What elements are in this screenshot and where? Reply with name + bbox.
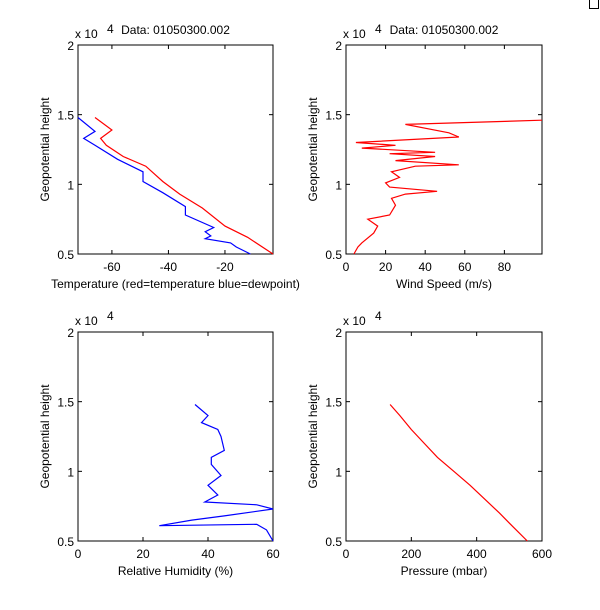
y-axis-label: Geopotential height: [38, 97, 52, 202]
y-tick-label: 1.5: [57, 396, 74, 410]
y-exponent: x 10: [343, 27, 366, 41]
y-tick-label: 1: [335, 465, 342, 479]
x-tick-label: -40: [160, 260, 178, 274]
x-tick-label: 0: [343, 260, 350, 274]
y-exponent-power: 4: [107, 22, 114, 36]
y-exponent-power: 4: [375, 22, 382, 36]
x-axis-label: Wind Speed (m/s): [396, 277, 492, 291]
x-tick-label: 40: [201, 547, 215, 561]
x-tick-label: 20: [379, 260, 393, 274]
y-exponent: x 10: [75, 27, 98, 41]
x-tick-label: 20: [136, 547, 150, 561]
y-tick-label: 1: [67, 465, 74, 479]
y-tick-label: 0.5: [57, 248, 74, 262]
y-tick-label: 1: [335, 178, 342, 192]
window-corner-icon[interactable]: [589, 0, 599, 9]
y-tick-label: 1.5: [57, 109, 74, 123]
y-tick-label: 0.5: [57, 535, 74, 549]
plot-area: [345, 44, 543, 255]
x-tick-label: 80: [498, 260, 512, 274]
subplot-1: -60 -40 -20 0.5 1 1.5 2x 10 4 Data: 01050300.002…: [38, 22, 300, 291]
y-exponent-power: 4: [375, 309, 382, 323]
series-line-pressure: [389, 404, 528, 542]
y-exponent: x 10: [343, 314, 366, 328]
y-tick-label: 0.5: [325, 248, 342, 262]
series-line-dewpoint: [77, 117, 251, 255]
subplot-3: 0 20 40 60 0.5 1 1.5 2x 10 4 Relative Humidity (%…: [38, 309, 280, 578]
x-tick-label: 60: [458, 260, 472, 274]
x-tick-label: -20: [216, 260, 234, 274]
y-tick-label: 2: [335, 39, 342, 53]
y-tick-label: 0.5: [325, 535, 342, 549]
y-exponent-power: 4: [107, 309, 114, 323]
x-tick-label: 60: [266, 547, 280, 561]
x-tick-label: 600: [532, 547, 552, 561]
plot-area: [77, 331, 274, 542]
series-line-relative-humidity: [159, 404, 274, 542]
x-axis-label: Temperature (red=temperature blue=dewpoi…: [51, 277, 300, 291]
series-line-temperature: [94, 117, 274, 255]
y-tick-label: 1: [67, 178, 74, 192]
plot-area: [345, 331, 543, 542]
y-tick-label: 2: [67, 326, 74, 340]
x-tick-label: 400: [467, 547, 487, 561]
x-tick-label: -60: [103, 260, 121, 274]
y-axis-label: Geopotential height: [306, 97, 320, 202]
x-tick-label: 200: [401, 547, 421, 561]
series-line-wind-speed: [353, 119, 543, 255]
y-exponent: x 10: [75, 314, 98, 328]
plot-area: [77, 44, 274, 255]
subplot-2: 0 20 40 60 80 0.5 1 1.5 2x 10 4 Data: 01050300.002…: [306, 22, 543, 291]
x-tick-label: 40: [419, 260, 433, 274]
chart-title: Data: 01050300.002: [390, 23, 499, 37]
x-axis-label: Pressure (mbar): [401, 564, 488, 578]
chart-title: Data: 01050300.002: [121, 23, 230, 37]
y-tick-label: 1.5: [325, 396, 342, 410]
y-tick-label: 1.5: [325, 109, 342, 123]
y-axis-label: Geopotential height: [38, 384, 52, 489]
x-tick-label: 0: [343, 547, 350, 561]
y-axis-label: Geopotential height: [306, 384, 320, 489]
y-tick-label: 2: [335, 326, 342, 340]
subplot-4: 0 200 400 600 0.5 1 1.5 2x 10 4 Pressure (mbar) Ge…: [306, 309, 552, 578]
y-tick-label: 2: [67, 39, 74, 53]
x-axis-label: Relative Humidity (%): [118, 564, 233, 578]
x-tick-label: 0: [75, 547, 82, 561]
